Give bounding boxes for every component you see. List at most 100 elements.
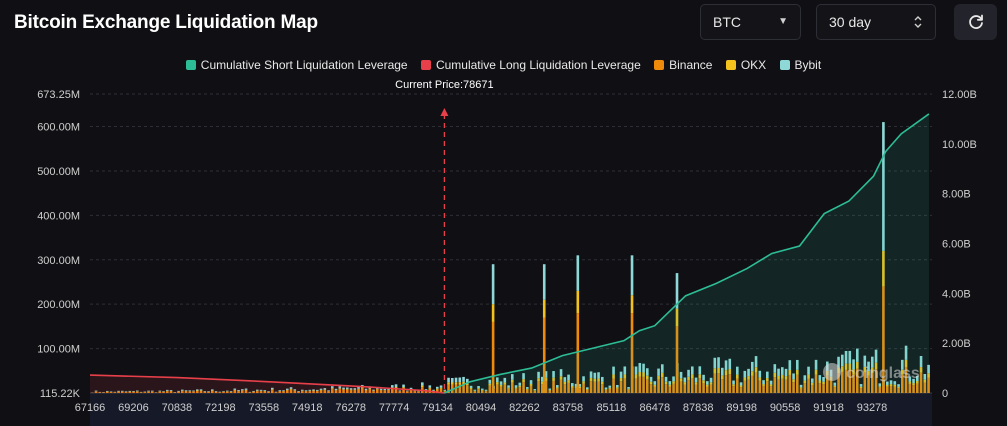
- bar-binance: [559, 379, 563, 393]
- bar-binance: [511, 382, 514, 393]
- bar-bybit: [454, 377, 458, 383]
- peak-bar-bybit: [675, 273, 679, 309]
- bar-okx: [818, 380, 822, 384]
- bar-bybit: [177, 390, 180, 392]
- peak-bar-okx: [542, 299, 546, 318]
- bar-okx: [571, 386, 574, 388]
- bar-okx: [668, 384, 672, 387]
- x-tick-label: 91918: [813, 402, 844, 414]
- bar-binance: [124, 392, 128, 393]
- bar-bybit: [754, 356, 758, 368]
- x-tick-label: 86478: [639, 402, 670, 414]
- bar-binance: [151, 391, 154, 393]
- bar-bybit: [323, 388, 327, 390]
- bar-bybit: [867, 361, 870, 372]
- bar-bybit: [207, 391, 210, 392]
- bar-okx: [439, 387, 443, 389]
- bar-okx: [608, 387, 612, 389]
- bar-okx: [604, 389, 608, 390]
- bar-bybit: [747, 368, 750, 377]
- legend-item-long[interactable]: Cumulative Long Liquidation Leverage: [420, 58, 641, 72]
- bar-bybit: [769, 380, 773, 385]
- bar-bybit: [421, 382, 424, 386]
- refresh-button[interactable]: [954, 4, 997, 40]
- bar-okx: [323, 389, 327, 391]
- bar-okx: [661, 372, 664, 378]
- bar-okx: [732, 384, 735, 387]
- bar-okx: [469, 387, 473, 390]
- bar-bybit: [679, 371, 683, 379]
- bar-binance: [353, 390, 357, 393]
- bar-binance: [188, 391, 192, 393]
- bar-okx: [233, 389, 237, 391]
- bar-okx: [856, 361, 859, 369]
- bar-binance: [117, 391, 120, 393]
- bar-okx: [582, 381, 585, 384]
- bar-okx: [462, 381, 465, 385]
- x-tick-label: 74918: [292, 402, 323, 414]
- bar-binance: [597, 381, 600, 393]
- bar-okx: [874, 362, 878, 370]
- bar-okx: [784, 376, 788, 380]
- bar-bybit: [923, 373, 927, 380]
- bar-binance: [158, 391, 162, 393]
- bar-binance: [541, 384, 544, 393]
- bar-bybit: [766, 371, 769, 379]
- bar-bybit: [661, 364, 664, 373]
- legend-item-short[interactable]: Cumulative Short Liquidation Leverage: [185, 58, 408, 72]
- current-price-arrow: [440, 108, 449, 116]
- bar-binance: [593, 381, 597, 393]
- bar-bybit: [563, 377, 567, 382]
- peak-bar-binance: [491, 321, 495, 393]
- bar-okx: [788, 370, 792, 375]
- bar-binance: [387, 390, 390, 393]
- y-tick-label-left: 115.22K: [40, 388, 81, 400]
- bar-bybit: [664, 376, 668, 382]
- bar-bybit: [316, 389, 319, 391]
- bar-binance: [526, 389, 529, 393]
- bar-okx: [319, 389, 323, 391]
- bar-binance: [357, 389, 360, 393]
- bar-binance: [619, 381, 623, 393]
- bar-bybit: [724, 360, 728, 371]
- x-tick-label: 79134: [422, 402, 453, 414]
- bar-bybit: [814, 359, 818, 370]
- bar-okx: [379, 390, 383, 391]
- bar-bybit: [387, 388, 390, 390]
- bar-binance: [578, 388, 582, 393]
- bar-binance: [346, 389, 349, 393]
- bar-bybit: [394, 384, 398, 387]
- bar-bybit: [481, 388, 484, 390]
- bar-okx: [361, 387, 364, 389]
- bar-bybit: [822, 376, 825, 382]
- coin-select[interactable]: BTC ▼: [700, 4, 801, 40]
- bar-bybit: [402, 384, 405, 388]
- bar-okx: [454, 382, 458, 385]
- bar-binance: [852, 374, 855, 393]
- x-tick-label: 76278: [335, 402, 366, 414]
- range-select[interactable]: 30 day: [816, 4, 936, 40]
- bar-bybit: [121, 390, 124, 392]
- bar-series: [91, 122, 930, 393]
- bar-okx: [394, 386, 398, 389]
- bar-bybit: [233, 388, 237, 390]
- bar-binance: [436, 389, 439, 393]
- up-down-chevron-icon: [914, 16, 922, 28]
- bar-bybit: [612, 366, 615, 375]
- legend-swatch: [725, 60, 736, 70]
- legend-item-okx[interactable]: OKX: [725, 58, 767, 72]
- bar-binance: [762, 385, 765, 393]
- bar-binance: [758, 380, 762, 393]
- legend-item-binance[interactable]: Binance: [654, 58, 712, 72]
- bar-binance: [147, 391, 150, 393]
- bar-binance: [462, 384, 465, 393]
- bar-binance: [469, 389, 473, 393]
- peak-bar-binance: [675, 326, 679, 393]
- bar-binance: [143, 392, 147, 393]
- legend-item-bybit[interactable]: Bybit: [779, 58, 821, 72]
- peak-bar-bybit: [576, 255, 580, 291]
- bar-bybit: [338, 386, 342, 389]
- bar-okx: [589, 377, 593, 382]
- legend-label: OKX: [740, 58, 767, 72]
- bar-binance: [327, 391, 330, 393]
